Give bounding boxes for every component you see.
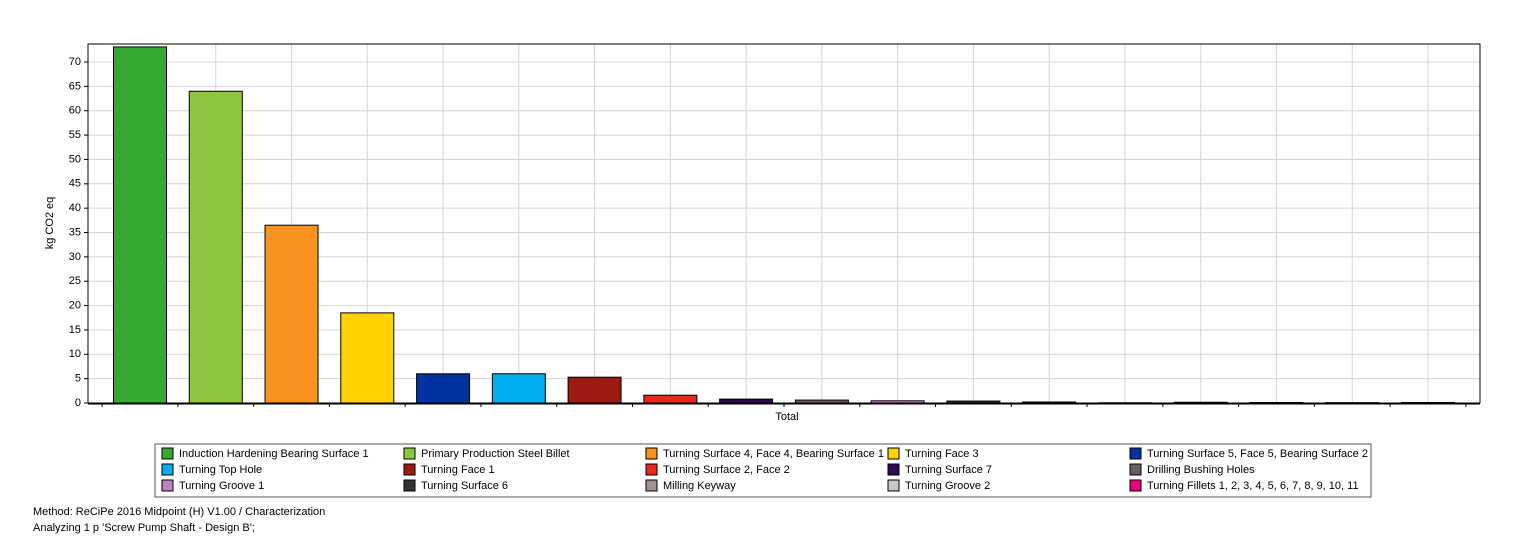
legend-label: Turning Face 1 (421, 464, 495, 476)
legend-label: Turning Fillets 1, 2, 3, 4, 5, 6, 7, 8, … (1147, 480, 1359, 492)
legend-swatch (161, 479, 174, 492)
y-tick-label: 15 (69, 324, 81, 336)
bar (1022, 401, 1077, 404)
legend-swatch (403, 479, 416, 492)
legend-swatch (1129, 447, 1142, 460)
legend-swatch (645, 463, 658, 476)
legend-swatch (403, 463, 416, 476)
x-axis-label: Total (775, 411, 798, 423)
footer-analyzing: Analyzing 1 p 'Screw Pump Shaft - Design… (33, 522, 255, 534)
bar (567, 376, 622, 404)
legend-swatch (645, 447, 658, 460)
bar (491, 373, 546, 404)
legend-swatch (887, 479, 900, 492)
legend-label: Turning Surface 4, Face 4, Bearing Surfa… (663, 448, 884, 460)
y-tick-label: 35 (69, 226, 81, 238)
y-tick-label: 50 (69, 153, 81, 165)
legend-label: Turning Surface 7 (905, 464, 992, 476)
bar (113, 46, 167, 404)
y-tick-label: 45 (69, 178, 81, 190)
footer-method: Method: ReCiPe 2016 Midpoint (H) V1.00 /… (33, 506, 325, 518)
y-axis-label: kg CO2 eq (44, 197, 56, 250)
legend-swatch (1129, 479, 1142, 492)
y-tick-label: 30 (69, 251, 81, 263)
legend-label: Turning Surface 6 (421, 480, 508, 492)
bar (416, 373, 471, 404)
legend-label: Turning Groove 2 (905, 480, 990, 492)
bar (340, 312, 395, 404)
bar (946, 400, 1001, 404)
y-tick-label: 20 (69, 299, 81, 311)
y-tick-label: 40 (69, 202, 81, 214)
bar (643, 394, 698, 404)
bar (870, 400, 925, 404)
legend-label: Turning Surface 5, Face 5, Bearing Surfa… (1147, 448, 1368, 460)
legend-swatch (1129, 463, 1142, 476)
legend-label: Turning Top Hole (179, 464, 262, 476)
legend-label: Drilling Bushing Holes (1147, 464, 1255, 476)
legend-swatch (161, 447, 174, 460)
y-tick-label: 55 (69, 129, 81, 141)
y-tick-label: 0 (75, 397, 81, 409)
bar (1173, 401, 1228, 404)
legend-label: Milling Keyway (663, 480, 736, 492)
y-tick-label: 70 (69, 56, 81, 68)
bar (794, 399, 849, 404)
legend-swatch (403, 447, 416, 460)
legend-label: Turning Groove 1 (179, 480, 264, 492)
bar (264, 224, 319, 404)
bar (188, 90, 243, 404)
legend-box (154, 443, 1372, 498)
legend-label: Turning Surface 2, Face 2 (663, 464, 790, 476)
y-tick-label: 65 (69, 80, 81, 92)
legend-swatch (161, 463, 174, 476)
y-tick-label: 5 (75, 373, 81, 385)
legend-swatch (887, 463, 900, 476)
legend-label: Induction Hardening Bearing Surface 1 (179, 448, 369, 460)
legend-label: Primary Production Steel Billet (421, 448, 570, 460)
y-tick-label: 25 (69, 275, 81, 287)
legend-label: Turning Face 3 (905, 448, 979, 460)
legend-swatch (887, 447, 900, 460)
bar (719, 398, 774, 404)
y-tick-label: 10 (69, 348, 81, 360)
y-tick-label: 60 (69, 105, 81, 117)
legend-swatch (645, 479, 658, 492)
